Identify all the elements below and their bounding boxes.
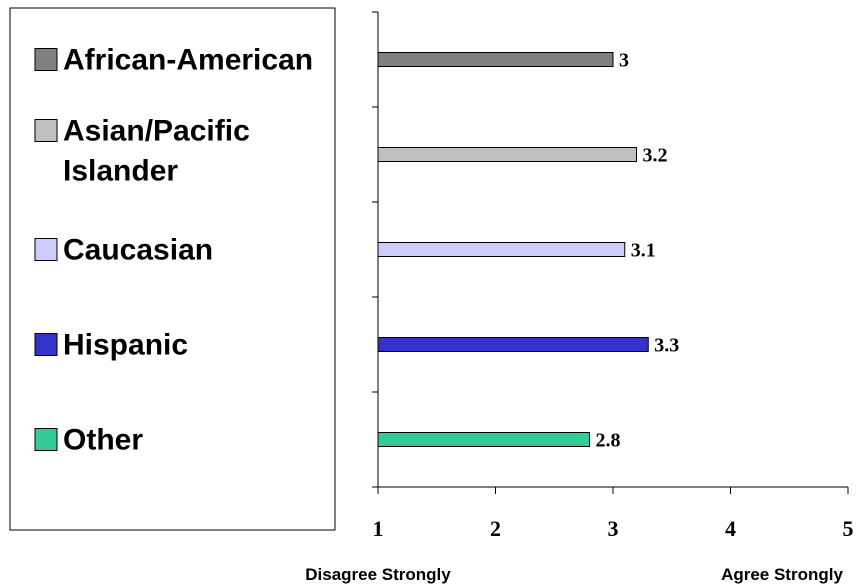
legend-label: Islander [63,155,178,188]
legend-swatch [34,428,58,451]
legend: African-American Asian/Pacific Islander Cau… [34,44,313,457]
bars: 3 3.2 3.1 3.3 2.8 [377,50,679,452]
x-anchor-high-label: Agree Strongly [721,565,843,584]
bar-value-label: 2.8 [596,430,621,452]
x-anchor-low-label: Disagree Strongly [305,565,451,584]
bar-value-label: 3.1 [631,240,656,262]
x-tick-label: 5 [843,516,854,541]
x-tick-label: 1 [373,516,384,541]
legend-swatch [34,119,58,142]
bar-5 [377,432,590,447]
legend-box [9,7,336,531]
legend-swatch [34,238,58,261]
bar-value-label: 3.2 [643,145,668,167]
legend-label: African-American [63,44,313,77]
bar-value-label: 3 [619,50,629,72]
x-tick-label: 2 [490,516,501,541]
bar-1 [377,52,614,67]
x-tick-label: 4 [725,516,736,541]
legend-swatch [34,48,58,71]
x-tick-label: 3 [608,516,619,541]
legend-label: Asian/Pacific [63,115,250,148]
legend-label: Hispanic [63,329,188,362]
bar-4 [377,337,649,352]
bar-value-label: 3.3 [654,335,679,357]
bar-3 [377,242,626,257]
legend-label: Other [63,424,143,457]
bar-2 [377,147,637,162]
x-axis-ticks: 1 2 3 4 5 [373,487,854,541]
y-axis-ticks [372,11,378,488]
legend-label: Caucasian [63,234,213,267]
legend-swatch [34,333,58,356]
